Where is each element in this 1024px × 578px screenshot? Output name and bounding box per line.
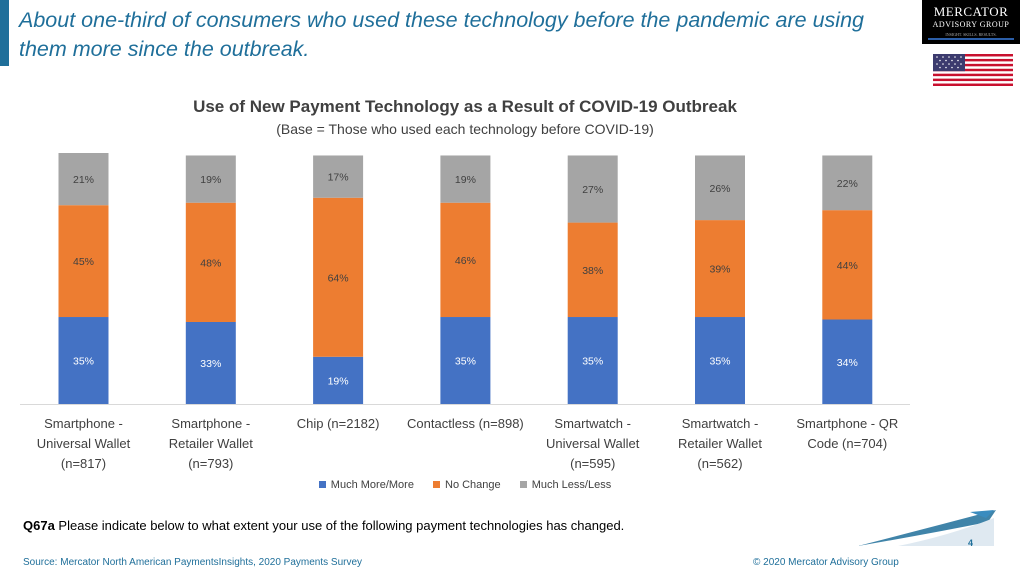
mercator-logo: MERCATOR ADVISORY GROUP INSIGHT. SKILLS.… — [922, 0, 1020, 44]
data-label: 35% — [582, 356, 603, 368]
data-label: 48% — [200, 257, 221, 269]
data-label: 34% — [837, 357, 858, 369]
data-label: 64% — [328, 272, 349, 284]
bar-segment — [822, 210, 873, 320]
legend-swatch-no-change — [433, 481, 440, 488]
bar-segment — [440, 155, 491, 203]
data-label: 44% — [837, 260, 858, 272]
data-label: 35% — [709, 356, 730, 368]
category-label: Contactless (n=898) — [407, 416, 524, 431]
data-label: 46% — [455, 255, 476, 267]
category-label: Smartphone -Retailer Wallet (n=793) — [169, 416, 253, 471]
bar-segment — [567, 155, 618, 223]
data-label: 22% — [837, 178, 858, 190]
legend-item-more: Much More/More — [318, 479, 414, 491]
data-label: 45% — [73, 256, 94, 268]
slide-title: About one-third of consumers who used th… — [19, 8, 864, 61]
question-text: Please indicate below to what extent you… — [54, 518, 625, 533]
logo-rule — [928, 38, 1014, 40]
bar-segment — [567, 222, 618, 318]
category-label: Chip (n=2182) — [297, 416, 380, 431]
bar-segment — [567, 317, 618, 404]
data-label: 17% — [328, 172, 349, 184]
data-label: 35% — [455, 356, 476, 368]
bar-segment — [440, 317, 491, 404]
category-label: Smartphone - QR Code (n=704) — [796, 416, 898, 451]
category-label: Smartwatch -Universal Wallet (n=595) — [546, 416, 640, 471]
data-label: 19% — [455, 174, 476, 186]
bar-segment — [313, 356, 364, 404]
data-label: 19% — [328, 375, 349, 387]
data-label: 39% — [709, 264, 730, 276]
bar-segment — [185, 321, 236, 404]
us-flag-icon — [933, 54, 1013, 86]
copyright-note: © 2020 Mercator Advisory Group — [753, 557, 899, 568]
legend-label-less: Much Less/Less — [531, 479, 612, 491]
category-label: Smartwatch -Retailer Wallet (n=562) — [678, 416, 762, 471]
stacked-bar-chart: 35% 45% 21% Smartphone -Universal Wallet (n=… — [20, 153, 910, 471]
bar-segment — [822, 155, 873, 211]
source-note: Source: Mercator North American Payments… — [23, 557, 363, 568]
title-accent-bar — [0, 0, 9, 66]
bar-segment — [58, 317, 109, 404]
bar-segment — [313, 155, 364, 198]
legend-swatch-less — [519, 481, 527, 488]
page-number: 4 — [968, 538, 974, 548]
legend-item-less: Much Less/Less — [519, 479, 612, 491]
bar-segment — [58, 153, 109, 206]
chart-legend: Much More/More No Change Much Less/Less — [0, 479, 930, 491]
logo-line-1: MERCATOR — [933, 4, 1009, 19]
bar-segment — [695, 155, 745, 221]
legend-label-more: Much More/More — [330, 479, 414, 491]
legend-label-no-change: No Change — [445, 479, 501, 491]
logo-tagline: INSIGHT. SKILLS. RESULTS. — [945, 32, 997, 37]
data-label: 35% — [73, 356, 94, 368]
survey-question: Q67a Please indicate below to what exten… — [23, 518, 624, 533]
bar-segment — [313, 197, 364, 357]
legend-item-no-change: No Change — [433, 479, 501, 491]
bar-segment — [440, 202, 491, 318]
data-label: 38% — [582, 265, 603, 277]
data-label: 19% — [200, 174, 221, 186]
bar-segment — [185, 202, 236, 322]
logo-line-2: ADVISORY GROUP — [932, 20, 1010, 29]
bar-segment — [58, 205, 109, 318]
bar-segment — [822, 319, 873, 404]
corner-swoosh-decoration — [858, 510, 996, 546]
data-label: 27% — [582, 184, 603, 196]
chart-title: Use of New Payment Technology as a Resul… — [193, 97, 737, 116]
legend-swatch-more — [318, 481, 326, 488]
chart-subtitle: (Base = Those who used each technology b… — [276, 121, 654, 137]
bar-segment — [695, 317, 745, 404]
data-label: 26% — [709, 183, 730, 195]
bar-segment — [695, 220, 745, 318]
data-label: 33% — [200, 358, 221, 370]
bar-segment — [185, 155, 236, 203]
category-label: Smartphone -Universal Wallet (n=817) — [37, 416, 131, 471]
question-label: Q67a — [23, 518, 55, 533]
data-label: 21% — [73, 174, 94, 186]
